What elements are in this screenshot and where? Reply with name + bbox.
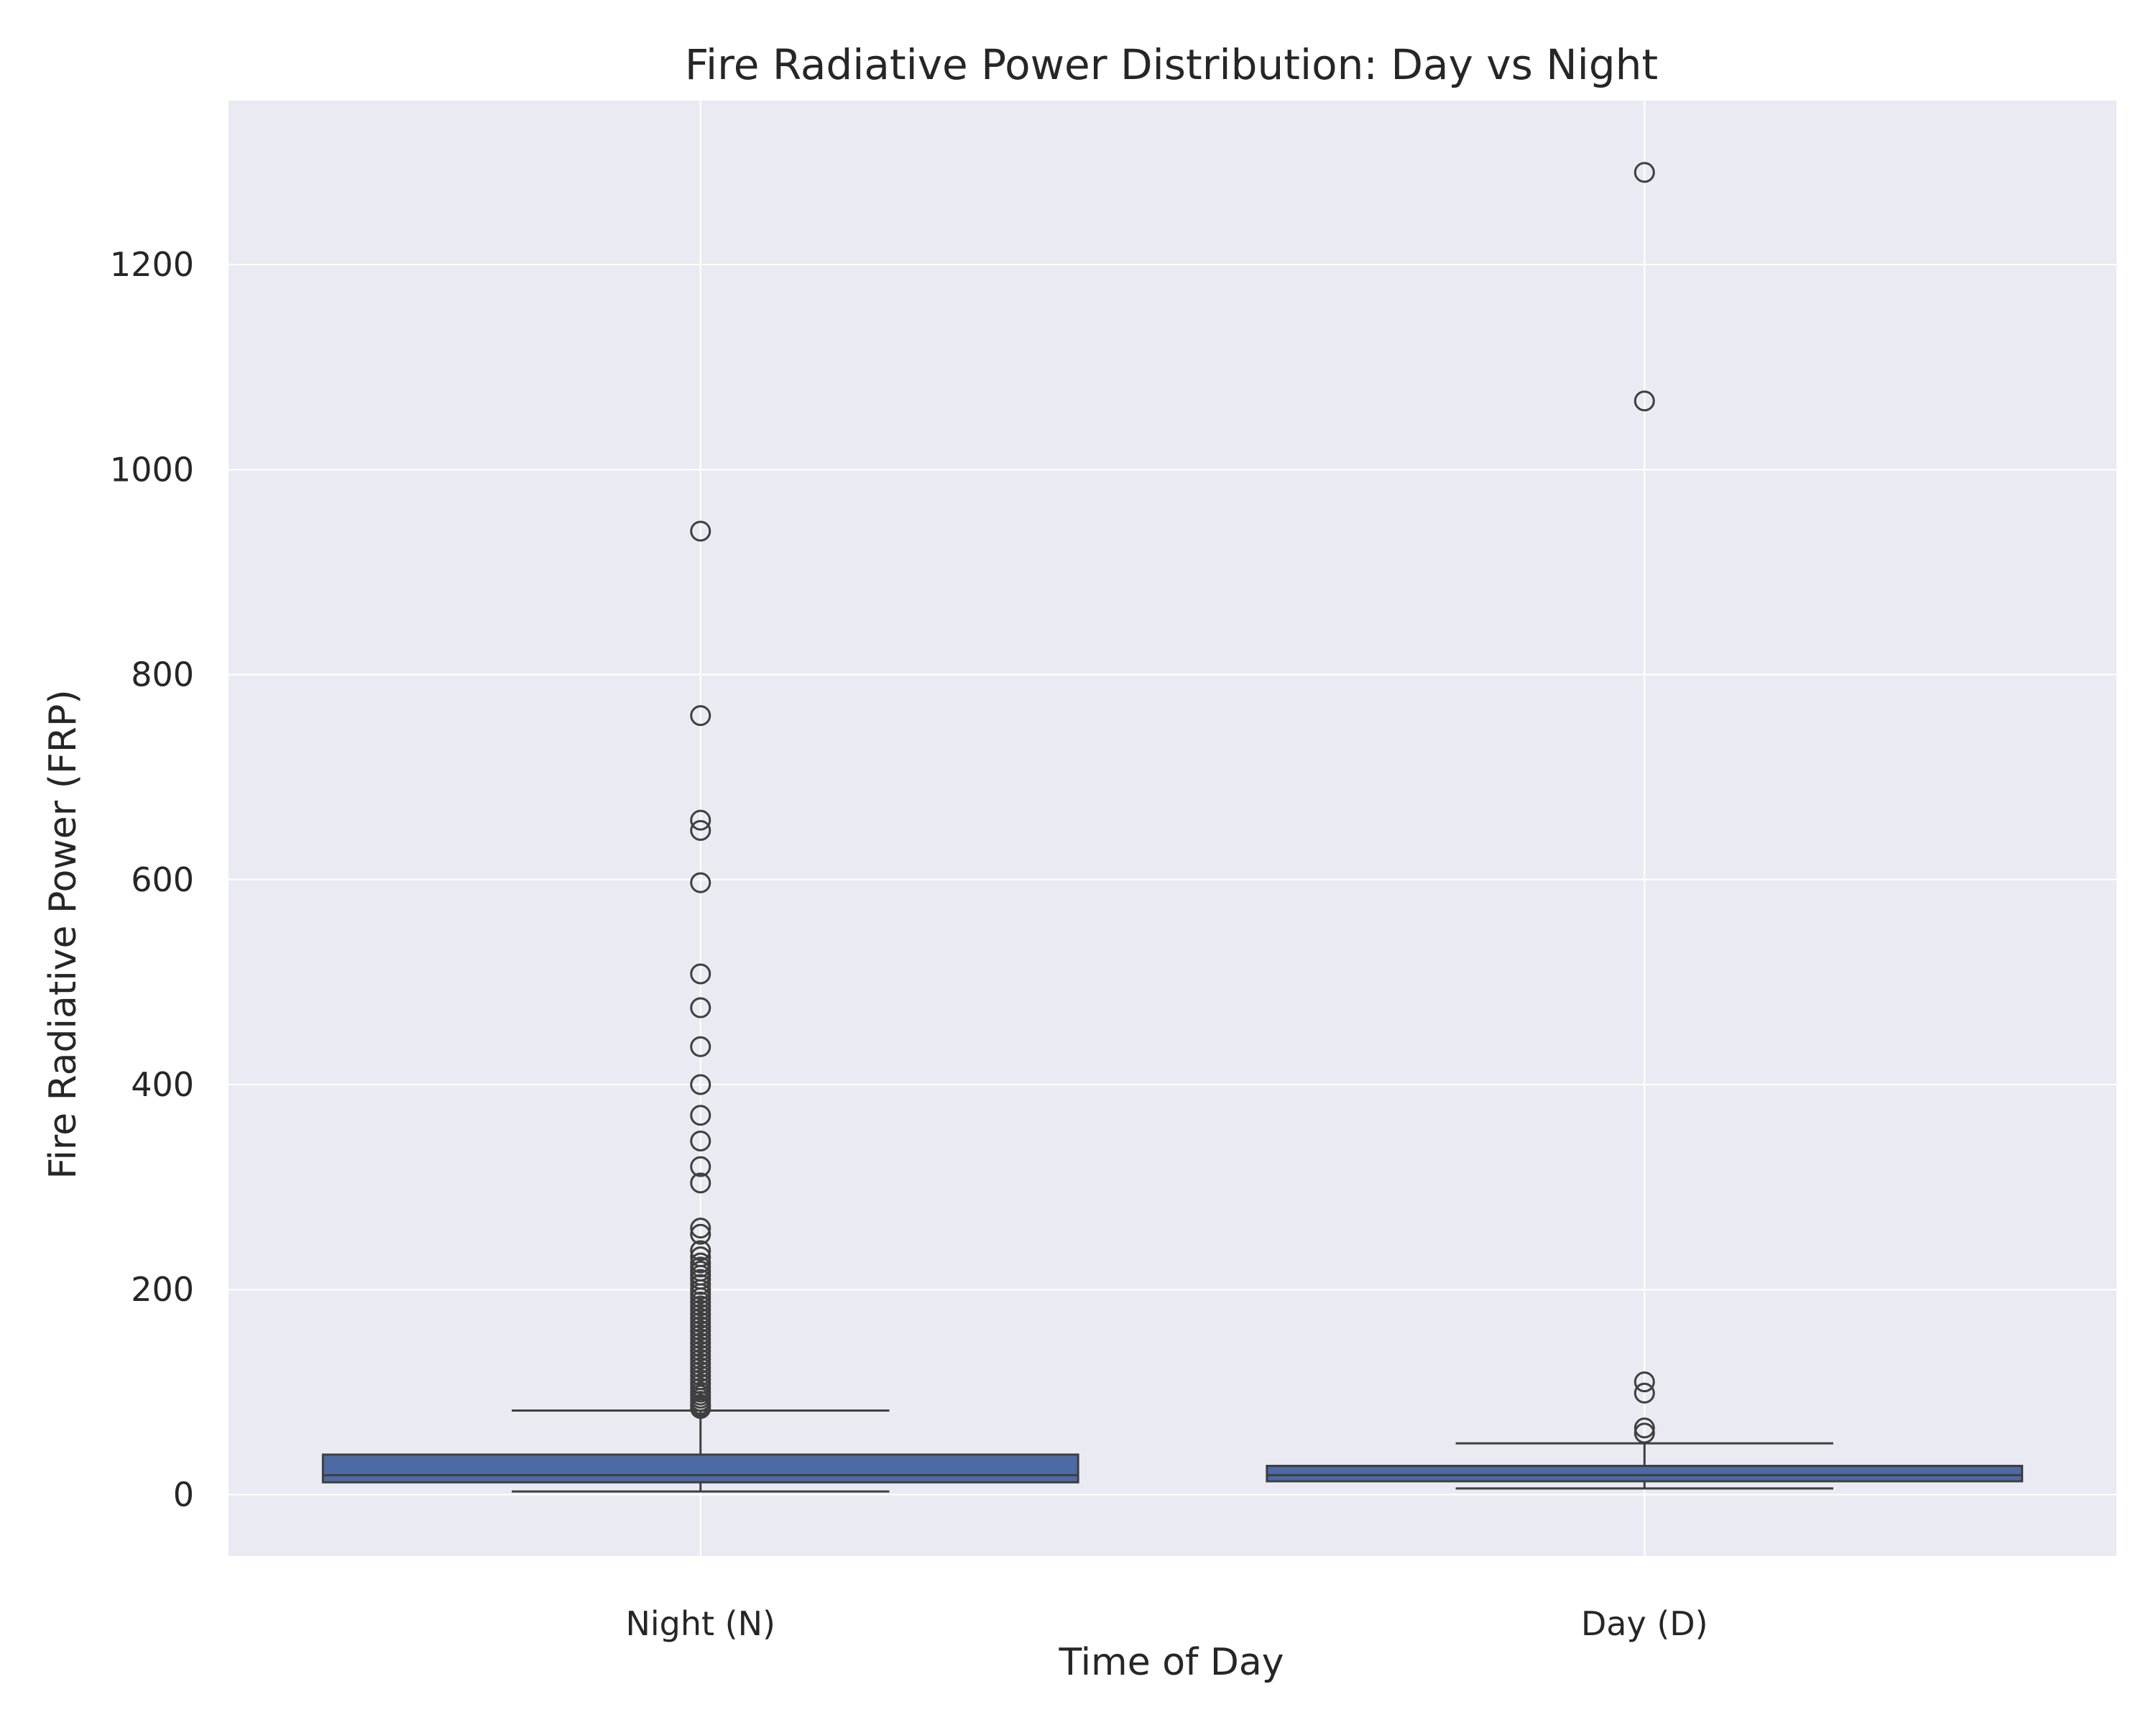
y-tick-label: 0 <box>173 1475 194 1514</box>
y-tick-label: 800 <box>131 656 194 694</box>
box-plots <box>321 162 2024 1493</box>
y-axis-ticks: 0 200 400 600 800 1000 1200 <box>110 245 194 1514</box>
interquartile-box <box>321 1453 1079 1484</box>
y-tick-label: 1200 <box>110 245 194 284</box>
box-group-day <box>1266 162 2024 1490</box>
outlier-point <box>690 1274 711 1295</box>
outlier-point <box>690 872 711 893</box>
outlier-point <box>690 1223 711 1245</box>
y-tick-label: 200 <box>131 1270 194 1309</box>
outlier-point <box>690 1074 711 1095</box>
x-tick-label: Night (N) <box>625 1604 775 1643</box>
outlier-point <box>690 1156 711 1177</box>
outlier-point <box>690 963 711 985</box>
y-tick-label: 400 <box>131 1065 194 1104</box>
outlier-point <box>690 997 711 1018</box>
outlier-point <box>1634 390 1655 412</box>
outlier-point <box>1634 1417 1655 1439</box>
outlier-point <box>1634 1371 1655 1393</box>
box-group-night <box>321 520 1079 1493</box>
outlier-point <box>690 1240 711 1261</box>
outlier-point <box>690 1398 711 1420</box>
outlier-point <box>690 705 711 727</box>
x-axis-ticks: Night (N) Day (D) <box>625 1604 1708 1643</box>
outlier-point <box>1634 162 1655 183</box>
outlier-point <box>690 1218 711 1239</box>
outlier-point <box>1634 1422 1655 1444</box>
x-tick-label: Day (D) <box>1581 1604 1708 1643</box>
y-tick-label: 1000 <box>110 450 194 489</box>
outlier-point <box>690 1172 711 1194</box>
outlier-point <box>690 1130 711 1151</box>
y-axis-label: Fire Radiative Power (FRP) <box>42 689 85 1179</box>
outlier-point <box>690 1105 711 1126</box>
outlier-point <box>690 520 711 542</box>
plot-background <box>229 101 2116 1556</box>
grid-lines <box>229 101 2116 1556</box>
outlier-point <box>690 1036 711 1057</box>
y-tick-label: 600 <box>131 860 194 899</box>
interquartile-box <box>1266 1465 2024 1483</box>
outlier-point <box>690 809 711 831</box>
chart-title: Fire Radiative Power Distribution: Day v… <box>685 40 1658 89</box>
outlier-point <box>690 819 711 841</box>
x-axis-label: Time of Day <box>1058 1641 1284 1684</box>
outlier-point <box>1634 1382 1655 1404</box>
